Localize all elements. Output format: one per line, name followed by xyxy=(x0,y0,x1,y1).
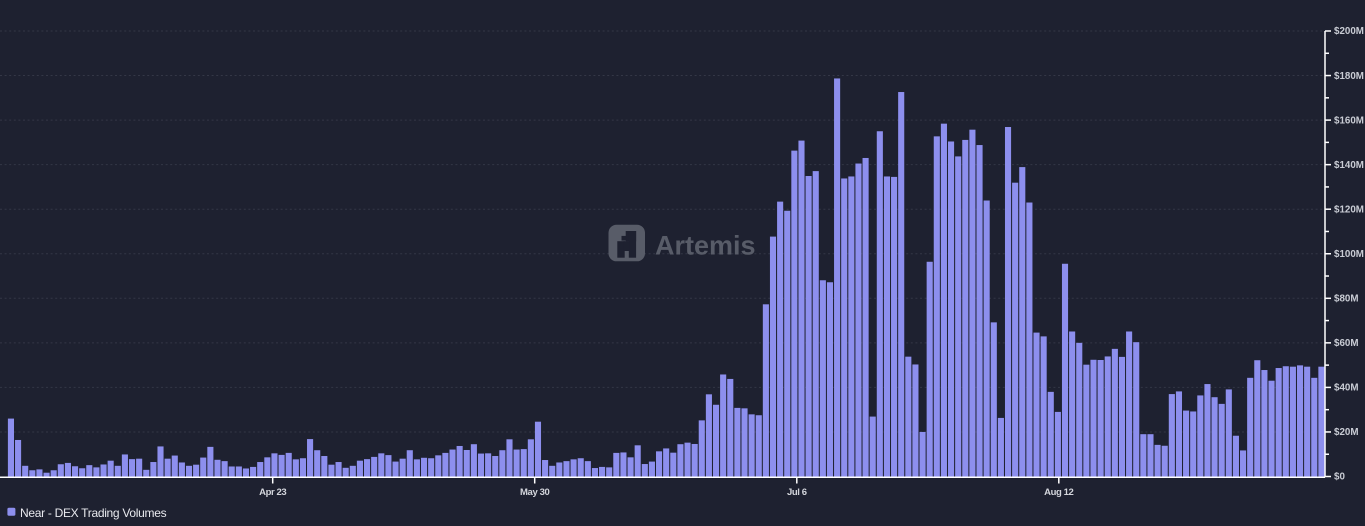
svg-text:$180M: $180M xyxy=(1334,71,1364,82)
svg-text:$60M: $60M xyxy=(1334,338,1359,349)
svg-text:Apr 23: Apr 23 xyxy=(259,487,286,498)
svg-text:$100M: $100M xyxy=(1334,249,1364,260)
svg-text:$20M: $20M xyxy=(1334,427,1359,438)
svg-text:$120M: $120M xyxy=(1334,204,1364,215)
svg-text:$200M: $200M xyxy=(1334,26,1364,37)
svg-text:$160M: $160M xyxy=(1334,115,1364,126)
svg-text:$40M: $40M xyxy=(1334,383,1359,394)
svg-text:Aug 12: Aug 12 xyxy=(1044,487,1073,498)
svg-text:Near - DEX Trading Volumes: Near - DEX Trading Volumes xyxy=(20,506,167,520)
svg-text:May 30: May 30 xyxy=(520,487,549,498)
svg-text:Jul 6: Jul 6 xyxy=(787,487,807,498)
svg-text:$80M: $80M xyxy=(1334,294,1359,305)
svg-text:$0: $0 xyxy=(1334,472,1345,483)
svg-text:Artemis: Artemis xyxy=(655,231,756,261)
svg-text:$140M: $140M xyxy=(1334,160,1364,171)
